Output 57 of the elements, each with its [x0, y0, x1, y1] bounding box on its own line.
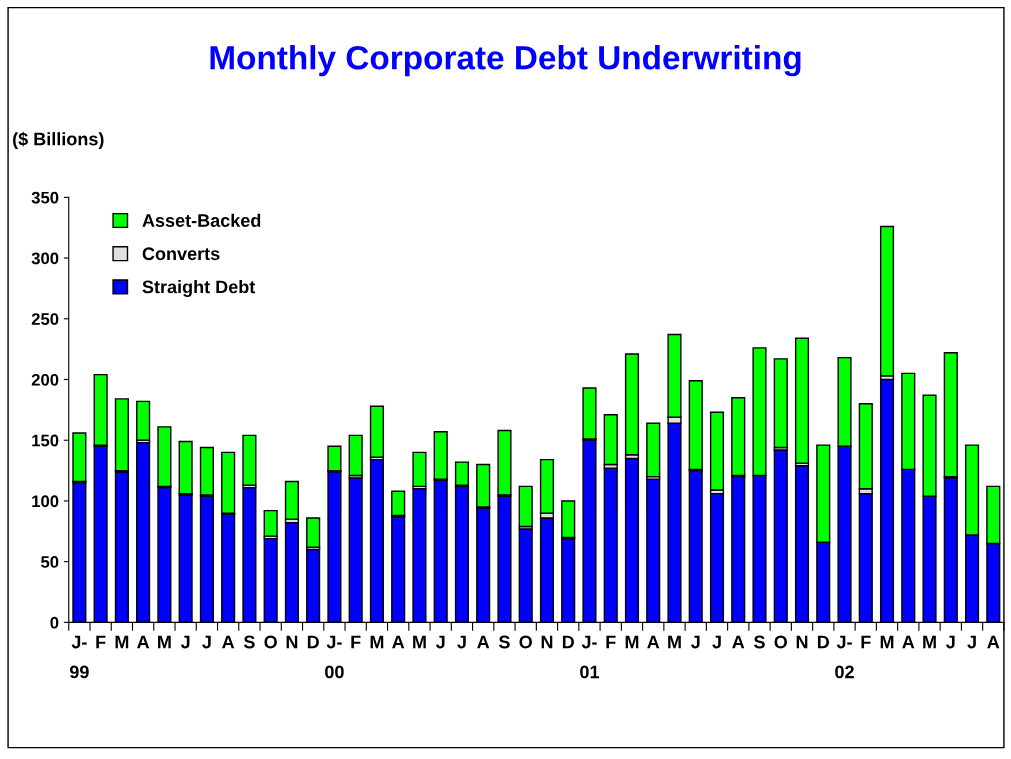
x-tick-label: J- 01: [580, 635, 600, 679]
x-tick-label: J- 99: [69, 635, 89, 679]
x-tick-label: M: [158, 635, 171, 649]
y-tick-label: 150: [32, 434, 59, 447]
x-tick-label: A: [222, 635, 235, 649]
legend-label: Asset-Backed: [142, 213, 261, 227]
legend-label: Straight Debt: [142, 280, 256, 297]
x-tick-label: J: [202, 635, 211, 649]
x-tick-label: D: [562, 635, 574, 649]
x-tick-label: N: [286, 635, 298, 649]
y-tick-label: 200: [31, 373, 59, 386]
x-tick-label: A: [477, 635, 490, 649]
x-tick-label: N: [541, 635, 553, 649]
x-tick-label: M: [115, 635, 129, 649]
x-tick-label: J- 00: [325, 635, 344, 679]
x-tick-label: O: [774, 635, 788, 649]
x-tick-label: O: [264, 635, 277, 649]
x-tick-label: J: [457, 635, 466, 649]
x-tick-label: M: [370, 635, 384, 649]
y-tick-label: 0: [50, 616, 59, 629]
x-tick-label: D: [307, 635, 319, 649]
x-tick-label: J: [967, 635, 976, 649]
y-tick-label: 50: [41, 556, 59, 568]
y-tick-label: 100: [32, 495, 59, 508]
x-tick-label: M: [923, 635, 936, 649]
x-tick-label: S: [498, 635, 510, 649]
x-tick-label: S: [243, 635, 255, 649]
y-axis-title: ($ Billions): [13, 131, 104, 149]
chart-title: Monthly Corporate Debt Underwriting: [210, 45, 801, 77]
x-tick-label: A: [902, 635, 915, 649]
x-tick-label: J: [712, 635, 721, 649]
x-tick-label: M: [413, 635, 426, 649]
x-tick-label: J: [946, 635, 955, 649]
x-tick-label: J: [435, 635, 445, 649]
x-tick-label: S: [754, 635, 765, 649]
x-tick-label: F: [351, 635, 361, 649]
legend-label: Converts: [142, 247, 220, 261]
x-tick-label: M: [625, 635, 639, 649]
y-tick-label: 250: [31, 313, 59, 325]
x-tick-label: F: [606, 635, 616, 649]
x-tick-label: M: [880, 635, 894, 649]
y-tick-label: 300: [31, 252, 59, 265]
x-tick-label: A: [137, 635, 150, 649]
x-tick-label: O: [519, 635, 532, 649]
x-tick-label: F: [861, 635, 871, 649]
x-tick-label: N: [796, 635, 808, 649]
x-tick-label: J- 02: [835, 635, 854, 679]
y-tick-label: 350: [31, 191, 59, 204]
x-tick-label: A: [987, 635, 1000, 649]
x-tick-label: D: [817, 635, 830, 649]
x-tick-label: M: [668, 635, 681, 649]
x-tick-label: A: [392, 635, 405, 649]
x-tick-label: A: [732, 635, 745, 649]
x-tick-label: J: [690, 635, 700, 649]
x-tick-label: A: [647, 635, 660, 649]
x-tick-label: J: [180, 635, 190, 649]
x-tick-label: F: [96, 635, 106, 649]
